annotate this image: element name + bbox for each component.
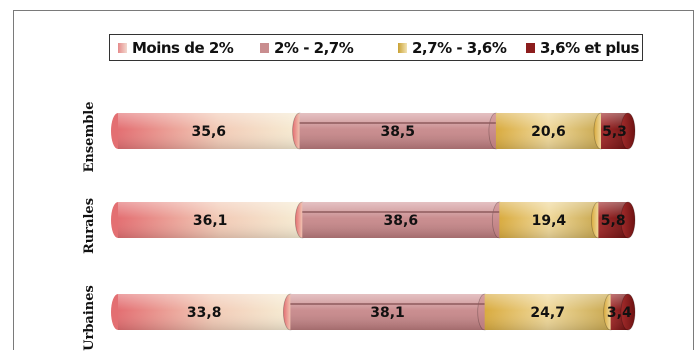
bar-shine [302,202,500,238]
bar-segment-ensemble-s3: 5,3 [600,112,636,150]
legend-swatch-2-2-7 [260,42,269,53]
data-label-urbaines-s0: 33,8 [187,305,222,321]
category-label-rurales: Rurales [82,198,97,254]
data-label-urbaines-s2: 24,7 [530,305,565,321]
data-label-rurales-s3: 5,8 [601,213,626,229]
bar-shine [495,113,601,149]
legend-item-moins-de-2: Moins de 2% [118,35,234,60]
bar-segment-rurales-s1: 38,6 [302,201,507,239]
legend-item-2-2-7: 2% - 2,7% [260,35,354,60]
legend-swatch-moins-de-2 [118,42,127,53]
chart-legend: Moins de 2% 2% - 2,7% 2,7% - 3,6% 3,6% e… [109,34,643,61]
data-label-ensemble-s0: 35,6 [192,124,227,140]
bar-cap [620,112,636,150]
bar-shine [118,294,291,330]
data-label-ensemble-s2: 20,6 [531,124,566,140]
bar-segment-rurales-s2: 19,4 [499,201,606,239]
legend-swatch-2-7-3-6 [398,42,407,53]
legend-item-2-7-3-6: 2,7% - 3,6% [398,35,507,60]
category-labels: Ensemble Rurales Urbaines [82,101,97,350]
legend-label-2-2-7: 2% - 2,7% [274,38,354,57]
bar-cap [620,201,636,239]
data-label-urbaines-s1: 38,1 [370,305,405,321]
bar-cap [620,293,636,331]
category-label-ensemble: Ensemble [82,101,97,172]
legend-label-moins-de-2: Moins de 2% [132,38,234,57]
bar-shine [499,202,599,238]
data-label-rurales-s2: 19,4 [532,213,567,229]
bar-segment-urbaines-s2: 24,7 [484,293,619,331]
legend-swatch-3-6-et-plus [526,42,535,53]
data-label-rurales-s0: 36,1 [193,213,228,229]
bar-segment-rurales-s0: 36,1 [118,201,310,239]
bar-shine [299,113,496,149]
data-label-ensemble-s3: 5,3 [602,124,627,140]
bar-shine [118,202,303,238]
bar-shine [290,294,485,330]
data-label-urbaines-s3: 3,4 [607,305,632,321]
bar-segment-ensemble-s2: 20,6 [495,112,609,150]
data-label-rurales-s1: 38,6 [384,213,419,229]
bar-segment-urbaines-s0: 33,8 [118,293,298,331]
bar-segment-ensemble-s1: 38,5 [299,112,504,150]
bar-shine [118,113,300,149]
bar-segment-rurales-s3: 5,8 [598,201,636,239]
bar-segment-urbaines-s3: 3,4 [607,293,636,331]
bar-shine [484,294,611,330]
bar-segment-ensemble-s0: 35,6 [118,112,307,150]
chart-frame [13,10,694,350]
legend-label-2-7-3-6: 2,7% - 3,6% [412,38,507,57]
data-label-ensemble-s1: 38,5 [380,124,415,140]
legend-item-3-6-et-plus: 3,6% et plus [526,35,639,60]
bars-layer: 35,6 38,5 20,6 5,3 36,1 38,6 19,4 5,8 33,8 38,1 24… [111,112,636,331]
category-label-urbaines: Urbaines [82,285,97,351]
bar-segment-urbaines-s1: 38,1 [290,293,493,331]
legend-label-3-6-et-plus: 3,6% et plus [540,38,639,57]
